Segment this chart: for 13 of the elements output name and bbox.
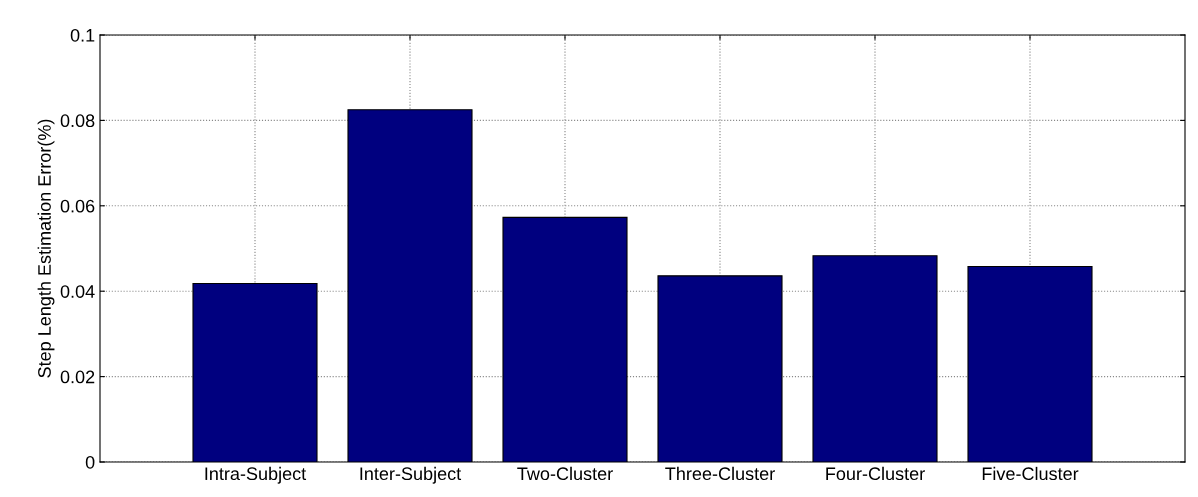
x-tick-label: Five-Cluster [982, 466, 1079, 481]
y-tick-label: 0 [85, 455, 95, 469]
x-tick-label: Four-Cluster [826, 466, 925, 481]
x-tick-label: Two-Cluster [517, 466, 613, 481]
y-tick-label: 0.08 [60, 114, 95, 128]
x-tick-label: Intra-Subject [205, 466, 307, 484]
y-tick-label: 0.04 [60, 285, 95, 298]
x-tick-label: Three-Cluster [665, 466, 775, 481]
x-tick-label: Inter-Subject [360, 466, 462, 484]
y-tick-label: 0.06 [60, 199, 95, 213]
y-axis-title: Step Length Estimation Error(%) [37, 119, 55, 378]
y-tick-label: 0.1 [70, 28, 95, 42]
y-tick-label: 0.02 [60, 370, 95, 384]
